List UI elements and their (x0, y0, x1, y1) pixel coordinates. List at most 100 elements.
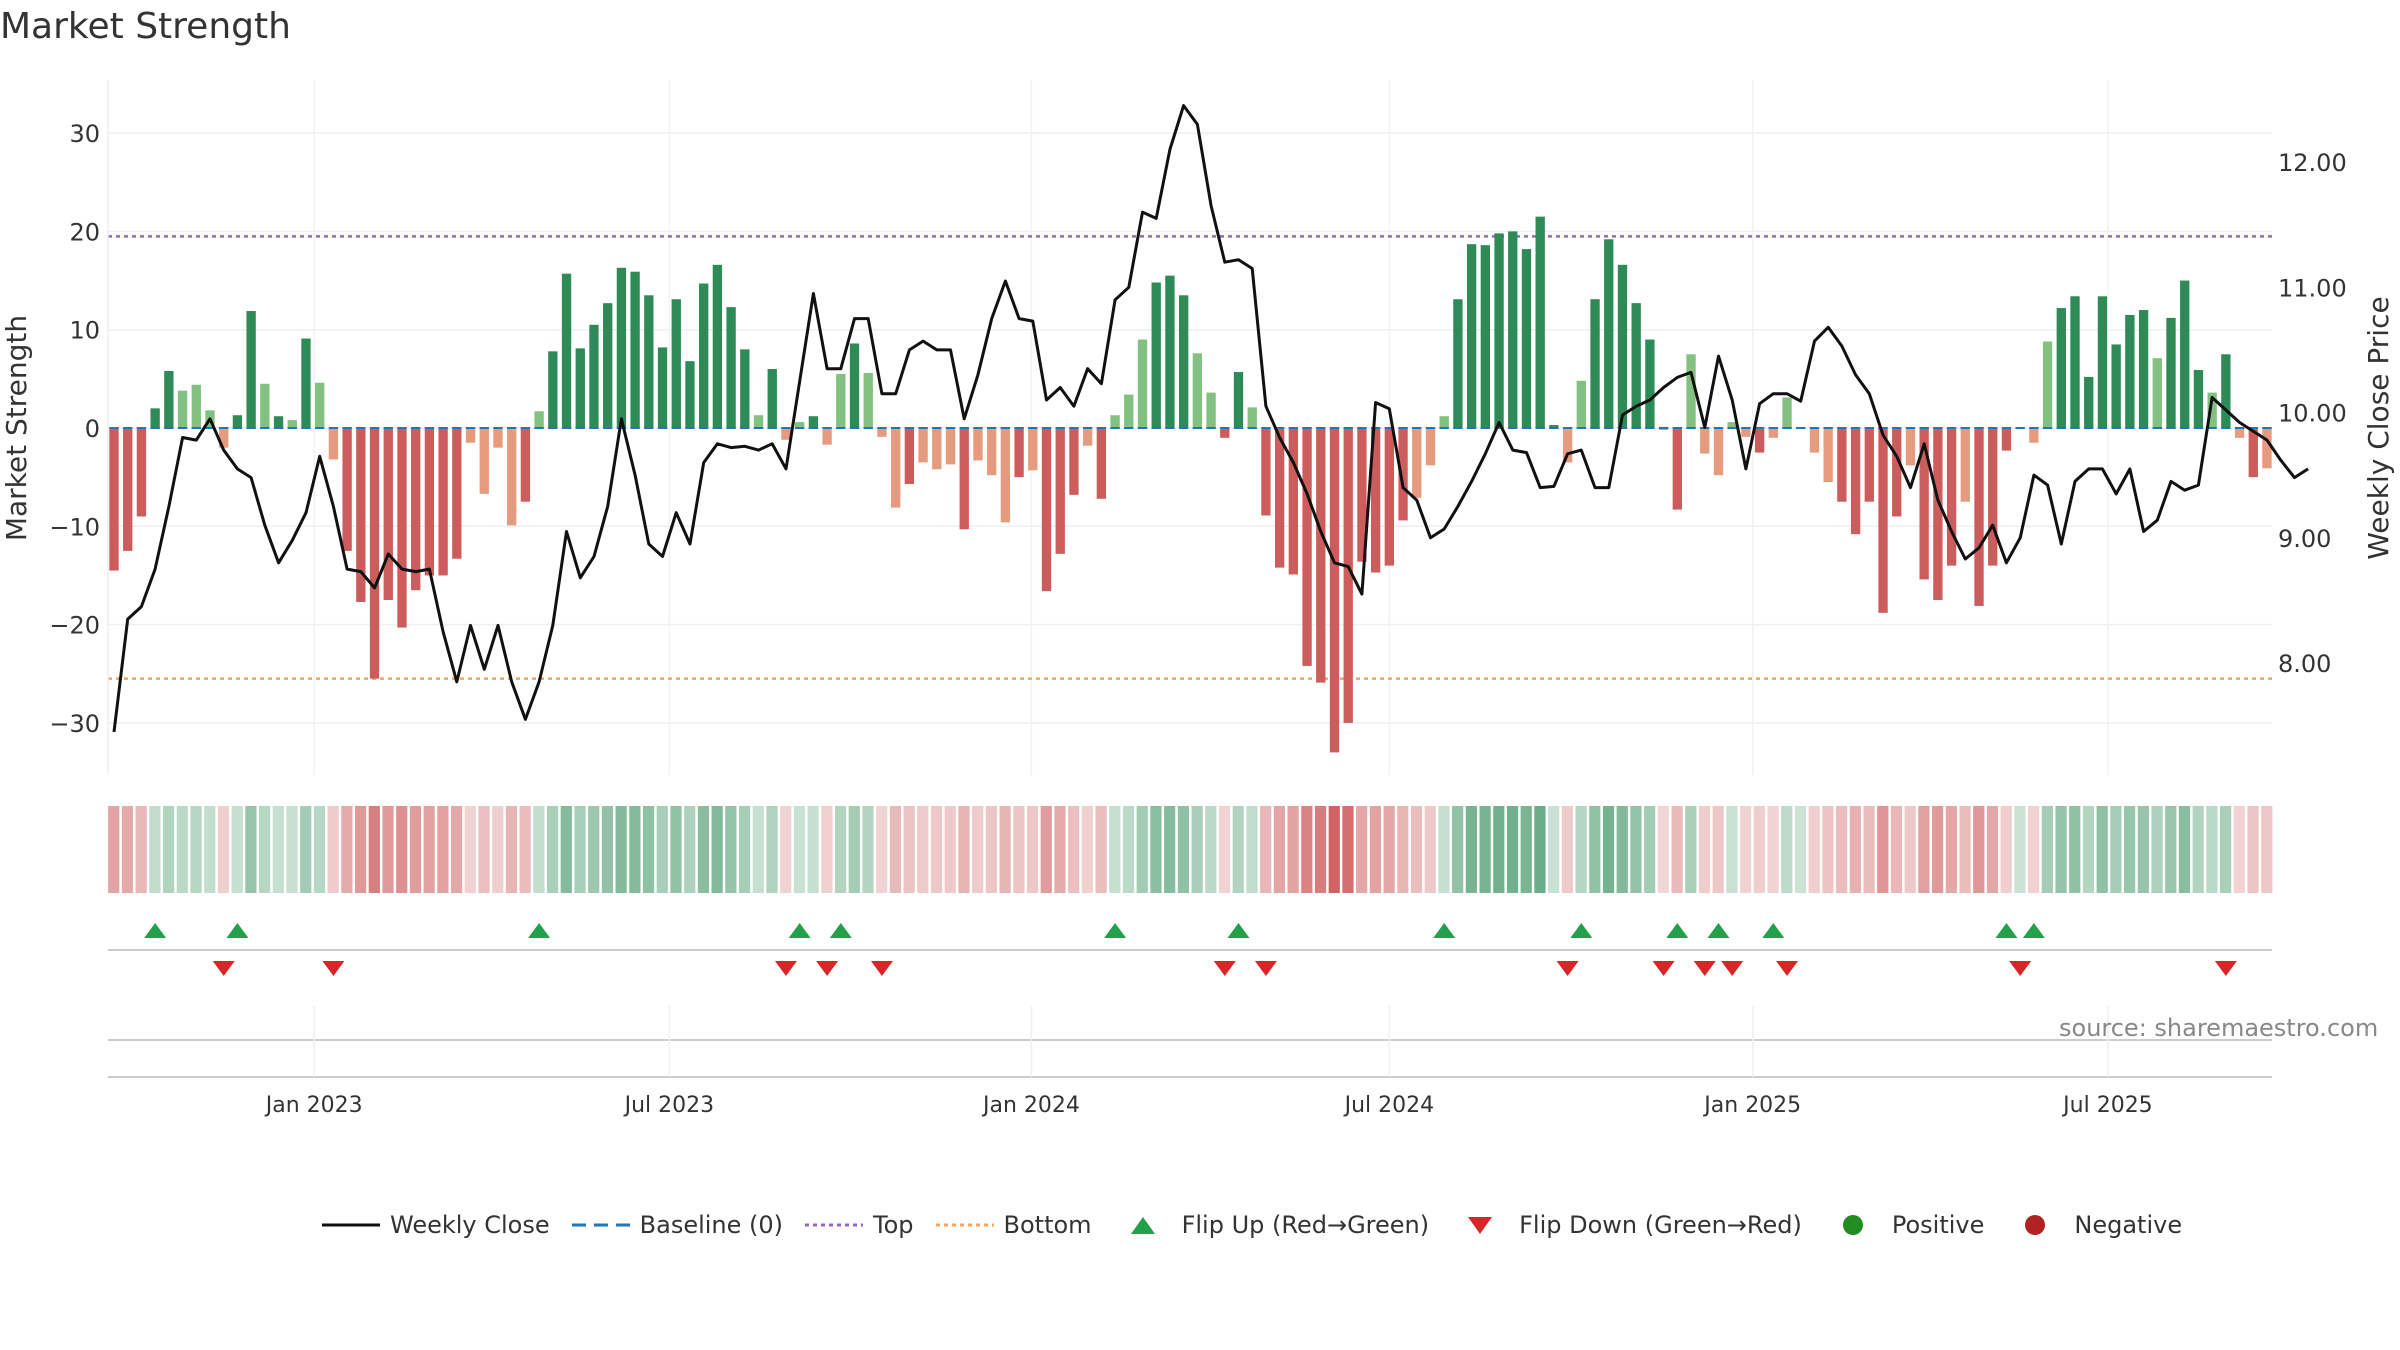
strength-bar (1631, 303, 1641, 428)
heat-cell (1616, 806, 1628, 893)
date-tick-label: Jan 2025 (1702, 1093, 1801, 1118)
strength-bar (1727, 422, 1737, 428)
strength-bar (2084, 376, 2094, 428)
strength-bar (534, 411, 544, 428)
strength-bar (1590, 299, 1600, 428)
strength-bar (1809, 428, 1820, 453)
heat-cell (258, 806, 271, 893)
legend-item: Baseline (0) (570, 1210, 783, 1240)
strength-bar (2221, 354, 2231, 428)
heat-cell (1273, 806, 1285, 893)
heat-cell (1191, 806, 1203, 893)
strength-bar (1288, 428, 1299, 575)
heat-cell (2165, 806, 2177, 893)
heat-cell (2000, 806, 2012, 893)
strength-bar (1604, 239, 1614, 428)
heat-cell (1260, 806, 1272, 893)
heat-cell (2247, 806, 2259, 893)
strength-bar (1206, 392, 1216, 428)
strength-bar (397, 428, 407, 628)
strength-bar (438, 428, 448, 576)
flip-up-marker (788, 923, 811, 938)
heat-cell (492, 806, 504, 893)
strength-bar (1124, 394, 1134, 428)
legend: Weekly Close Baseline (0) Top Bottom Flip Up… (320, 1208, 2202, 1242)
legend-triangle-up-icon (1130, 1217, 1155, 1234)
strength-bar (1000, 428, 1011, 523)
heat-cell (807, 806, 819, 893)
strength-bar (465, 428, 476, 443)
heat-cell (738, 806, 751, 893)
strength-bar (1672, 428, 1682, 510)
strength-bar (561, 273, 572, 428)
strength-bar (589, 324, 599, 428)
legend-swatch (935, 1223, 994, 1227)
heat-cell (1644, 806, 1656, 893)
heat-cell (1301, 806, 1313, 893)
strength-bar (1686, 354, 1696, 428)
strength-bar (712, 264, 723, 428)
heat-cell (1726, 806, 1738, 893)
strength-bar (1974, 428, 1984, 606)
heat-cell (862, 806, 874, 893)
heat-cell (1575, 806, 1587, 893)
heat-cell (821, 806, 833, 893)
strength-bar (904, 428, 915, 485)
flip-down-marker (816, 961, 839, 976)
strength-bar (2248, 428, 2258, 478)
strength-bar (1700, 428, 1710, 454)
heat-cell (642, 806, 655, 893)
legend-swatch (1468, 1217, 1493, 1234)
heat-cell (780, 806, 792, 893)
heat-cell (2124, 806, 2136, 893)
heat-cell (1712, 806, 1724, 893)
strength-bar (1178, 295, 1189, 428)
strength-bar (1082, 428, 1093, 446)
source-note: source: sharemaestro.com (2059, 1014, 2379, 1042)
flip-up-marker (1762, 923, 1785, 938)
heat-cell (1808, 806, 1820, 893)
date-tick-label: Jul 2024 (1343, 1093, 1435, 1118)
strength-bar (1960, 428, 1970, 502)
heat-cell (505, 806, 518, 893)
legend-label: Baseline (0) (639, 1211, 784, 1239)
strength-bar (836, 373, 846, 428)
flip-down-marker (1693, 961, 1716, 976)
heat-cell (1122, 806, 1135, 893)
strength-bar (1850, 428, 1861, 535)
strength-bar (2056, 308, 2066, 428)
flip-panel (108, 923, 2272, 976)
strength-bar (973, 428, 983, 461)
y-tick-label: −10 (49, 513, 100, 541)
heat-cell (2151, 806, 2163, 893)
heat-cell (423, 806, 435, 893)
y2-tick-label: 8.00 (2278, 650, 2331, 678)
heat-cell (876, 806, 888, 893)
heat-cell (1164, 806, 1176, 893)
strength-bar (507, 428, 517, 526)
strength-bar (1398, 428, 1408, 521)
heat-cell (354, 806, 367, 893)
legend-swatch (322, 1223, 380, 1227)
strength-bar (1645, 339, 1655, 428)
heat-cell (396, 806, 408, 893)
heat-cell (903, 806, 915, 893)
heat-cell (1218, 806, 1231, 893)
heat-cell (190, 806, 202, 893)
heat-cell (546, 806, 559, 893)
heat-cell (1918, 806, 1930, 893)
strength-bar (1905, 428, 1916, 466)
heat-cell (1630, 806, 1642, 893)
flip-down-marker (774, 961, 797, 976)
strength-bar (795, 422, 805, 428)
heat-cell (2082, 806, 2095, 893)
legend-item: Bottom (934, 1210, 1092, 1240)
strength-bar (1055, 428, 1065, 554)
strength-bar (2152, 358, 2162, 428)
strength-bar (1192, 353, 1203, 428)
legend-triangle-down-icon (1468, 1217, 1493, 1234)
strength-bar (959, 428, 969, 530)
heat-cell (1863, 806, 1875, 893)
heat-cell (1068, 806, 1080, 893)
